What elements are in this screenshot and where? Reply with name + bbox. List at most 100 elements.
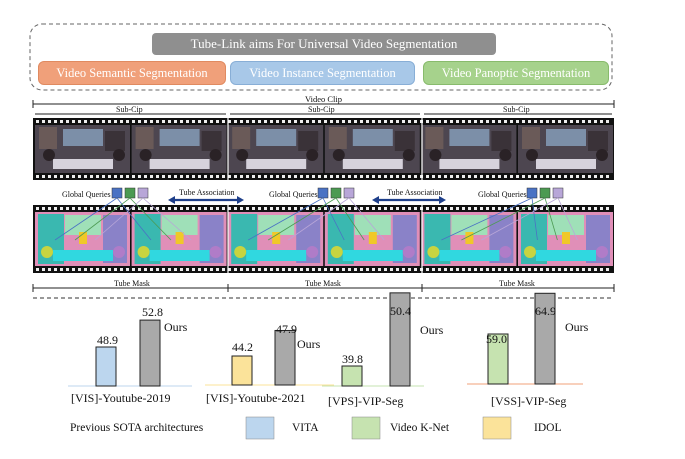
mask-sprocket-hole [270, 268, 273, 271]
mask-sprocket-hole [480, 207, 483, 210]
mask-sprocket-hole [600, 207, 603, 210]
task-panoptic-segmentation: Video Panoptic Segmentation [423, 61, 609, 85]
rgb-frame-table [53, 159, 113, 169]
mask-sprocket-hole [456, 207, 459, 210]
tube-association-arrow-2 [372, 196, 446, 204]
rgb-sprocket-hole [456, 175, 459, 178]
rgb-sprocket-hole [72, 120, 75, 123]
mask-sprocket-hole [126, 207, 129, 210]
rgb-sprocket-hole [276, 120, 279, 123]
rgb-sprocket-hole [150, 120, 153, 123]
query-connector-line [441, 197, 533, 241]
mask-frame-table [149, 250, 210, 261]
mask-sprocket-hole [144, 268, 147, 271]
mask-sprocket-hole [264, 207, 267, 210]
rgb-frame-shadow [298, 131, 319, 151]
query-connector-line [531, 197, 538, 241]
mask-sprocket-hole [162, 268, 165, 271]
mask-sprocket-hole [150, 207, 153, 210]
rgb-sprocket-hole [414, 175, 417, 178]
value-label-vis2021-ours: 47.9 [276, 322, 297, 336]
mask-sprocket-hole [348, 207, 351, 210]
mask-frame-person [499, 246, 512, 258]
rgb-sprocket-hole [210, 175, 213, 178]
global-queries-label-3: Global Queries [478, 190, 527, 199]
mask-frame-screen [354, 215, 391, 235]
mask-sprocket-hole [246, 268, 249, 271]
rgb-sprocket-hole [342, 120, 345, 123]
mask-sprocket-hole [36, 268, 39, 271]
mask-sprocket-hole [36, 207, 39, 210]
rgb-sprocket-hole [564, 120, 567, 123]
rgb-sprocket-hole [594, 120, 597, 123]
rgb-sprocket-hole [246, 175, 249, 178]
mask-sprocket-hole [276, 268, 279, 271]
mask-sprocket-hole [528, 268, 531, 271]
mask-frame-table [246, 250, 307, 261]
mask-sprocket-hole [60, 268, 63, 271]
rgb-sprocket-hole [444, 120, 447, 123]
caption-vpss: [VPS]-VIP-Seg [328, 394, 404, 408]
mask-sprocket-hole [498, 268, 501, 271]
rgb-sprocket-hole [48, 175, 51, 178]
mask-frame-person [306, 246, 319, 258]
rgb-sprocket-hole [504, 120, 507, 123]
rgb-frame [324, 125, 420, 173]
rgb-sprocket-hole [102, 120, 105, 123]
rgb-sprocket-hole [468, 175, 471, 178]
rgb-sprocket-hole [528, 175, 531, 178]
rgb-sprocket-hole [336, 175, 339, 178]
mask-sprocket-hole [390, 268, 393, 271]
rgb-sprocket-hole [600, 120, 603, 123]
legend-swatches [245, 416, 512, 440]
rgb-frame-wall [39, 127, 57, 149]
query-connector-line [116, 197, 152, 241]
mask-sprocket-hole [90, 268, 93, 271]
mask-sprocket-hole [378, 268, 381, 271]
mask-frame-screen [65, 215, 101, 235]
mask-sprocket-hole [180, 268, 183, 271]
global-query-square [539, 187, 551, 199]
mask-sprocket-hole [54, 207, 57, 210]
mask-sprocket-hole [204, 207, 207, 210]
mask-sprocket-hole [90, 207, 93, 210]
rgb-sprocket-hole [120, 120, 123, 123]
mask-film-strip [33, 205, 614, 273]
rgb-frame-person [332, 149, 345, 161]
mask-sprocket-hole [258, 207, 261, 210]
mask-sprocket-hole [450, 207, 453, 210]
rgb-sprocket-hole [180, 175, 183, 178]
mask-frame-person [596, 246, 608, 258]
rgb-frame-screen [159, 129, 200, 146]
bar-1-ours [139, 319, 161, 387]
rgb-sprocket-hole [282, 120, 285, 123]
mask-sprocket-hole [378, 207, 381, 210]
bar-3-ours [389, 292, 411, 387]
query-connector-line [54, 197, 118, 241]
rgb-sprocket-hole [60, 175, 63, 178]
mask-sprocket-hole [354, 268, 357, 271]
rgb-sprocket-hole [96, 175, 99, 178]
mask-sprocket-hole [132, 268, 135, 271]
rgb-frame-shadow [201, 131, 222, 151]
rgb-sprocket-hole [480, 120, 483, 123]
rgb-sprocket-hole [588, 175, 591, 178]
mask-sprocket-hole [150, 268, 153, 271]
mask-sprocket-hole [510, 268, 513, 271]
video-clip-label: Video Clip [305, 94, 343, 104]
rgb-sprocket-hole [546, 175, 549, 178]
task-semantic-segmentation: Video Semantic Segmentation [38, 61, 226, 85]
rgb-sprocket-hole [222, 120, 225, 123]
mask-sprocket-hole [126, 268, 129, 271]
mask-sprocket-hole [198, 207, 201, 210]
mask-sprocket-hole [114, 207, 117, 210]
rgb-frame-screen [63, 129, 103, 146]
mask-sprocket-hole [138, 207, 141, 210]
rgb-sprocket-hole [162, 120, 165, 123]
rgb-film-strip [33, 118, 614, 180]
mask-sprocket-hole [516, 268, 519, 271]
mask-sprocket-hole [402, 207, 405, 210]
rgb-sprocket-hole [84, 175, 87, 178]
rgb-sprocket-hole [462, 175, 465, 178]
rgb-sprocket-hole [54, 120, 57, 123]
